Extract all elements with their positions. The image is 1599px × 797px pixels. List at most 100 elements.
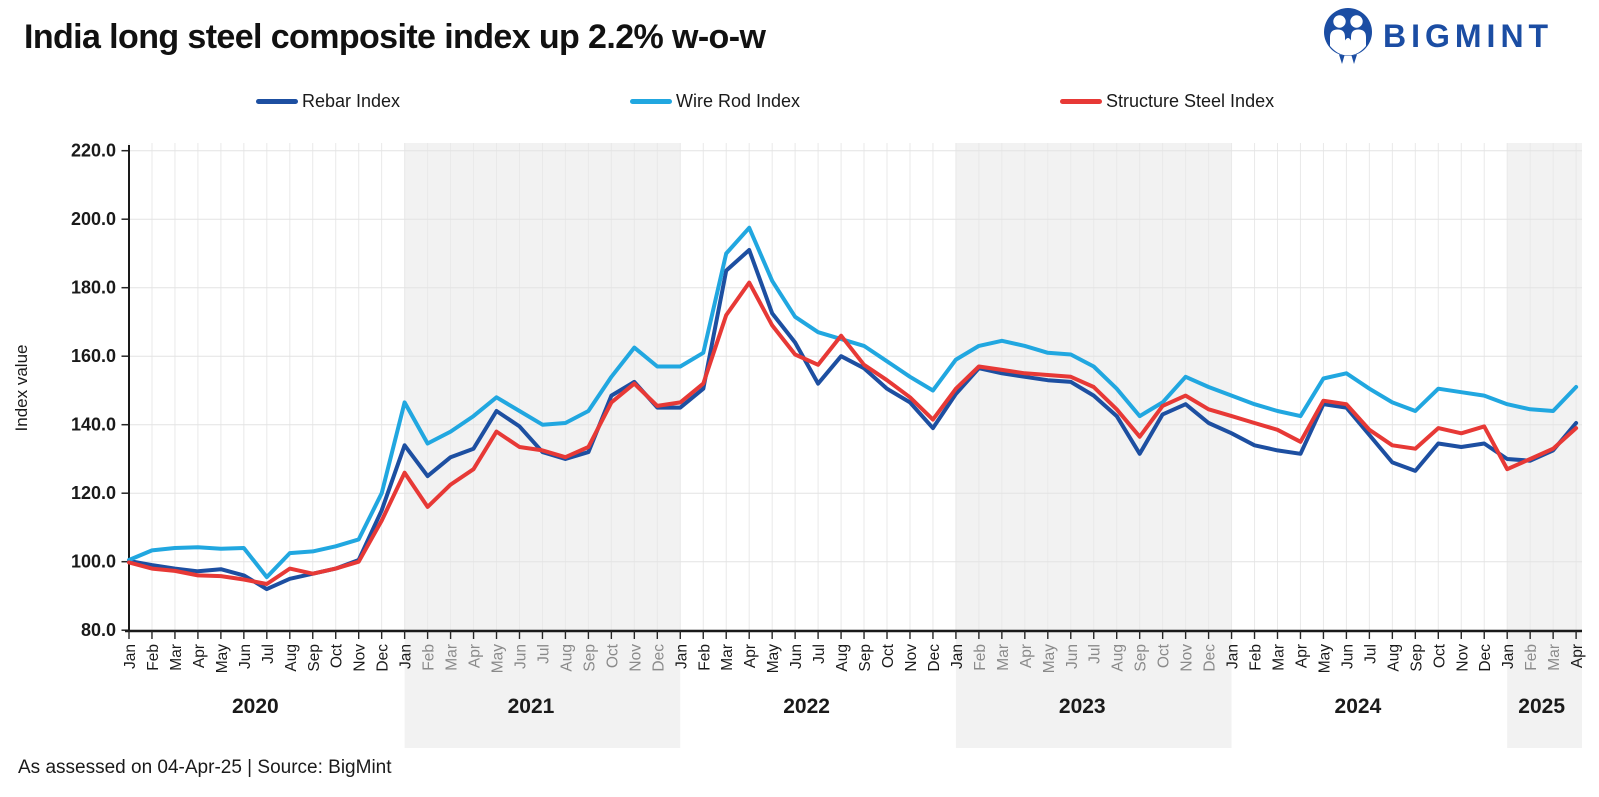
month-tick-label: Aug	[1110, 644, 1127, 672]
month-tick-label: Feb	[145, 644, 162, 671]
month-tick-label: Jun	[512, 644, 529, 669]
month-tick-label: Dec	[926, 644, 943, 672]
month-tick-label: Apr	[1018, 644, 1035, 668]
month-tick-label: Dec	[650, 644, 667, 672]
legend-label: Structure Steel Index	[1106, 91, 1275, 111]
month-tick-label: Dec	[375, 644, 392, 672]
y-tick-label: 200.0	[71, 209, 116, 229]
month-tick-label: Jan	[398, 644, 415, 669]
month-tick-label: Nov	[627, 644, 644, 672]
month-tick-label: Jan	[949, 644, 966, 669]
month-tick-label: Mar	[1271, 644, 1288, 671]
month-tick-label: Jan	[1500, 644, 1517, 669]
y-tick-label: 180.0	[71, 278, 116, 298]
month-tick-label: Sep	[306, 644, 323, 672]
month-tick-label: Oct	[1156, 643, 1173, 668]
month-tick-label: Jan	[122, 644, 139, 669]
month-tick-label: Jan	[1225, 644, 1242, 669]
page-title: India long steel composite index up 2.2%…	[24, 18, 766, 56]
month-tick-label: Mar	[719, 644, 736, 671]
y-axis-title: Index value	[12, 345, 31, 432]
month-tick-label: May	[1041, 644, 1058, 674]
month-tick-label: Feb	[696, 644, 713, 671]
month-tick-label: Oct	[604, 643, 621, 668]
month-tick-label: Feb	[1248, 644, 1265, 671]
bigmint-logo-text: BIGMINT	[1383, 17, 1554, 54]
y-tick-label: 80.0	[81, 620, 116, 640]
month-tick-label: Nov	[903, 644, 920, 672]
series-line-wire-rod-index	[127, 225, 1579, 580]
month-tick-label: Mar	[1546, 644, 1563, 671]
month-tick-label: Oct	[329, 643, 346, 668]
year-band-2025	[1507, 143, 1582, 748]
y-tick-label: 160.0	[71, 346, 116, 366]
source-note: As assessed on 04-Apr-25 | Source: BigMi…	[18, 757, 392, 778]
month-tick-label: Jul	[260, 644, 277, 664]
month-tick-label: Jul	[1087, 644, 1104, 664]
month-tick-label: Jan	[673, 644, 690, 669]
legend-item-structure-steel: Structure Steel Index	[1060, 91, 1274, 112]
month-tick-label: Dec	[1477, 644, 1494, 672]
chart-legend: Rebar Index Wire Rod Index Structure Ste…	[0, 91, 1599, 117]
structure-steel-line-swatch	[1060, 99, 1102, 104]
month-tick-label: Oct	[1431, 643, 1448, 668]
month-tick-label: Jul	[535, 644, 552, 664]
bigmint-logo: BIGMINT	[1322, 6, 1553, 66]
month-tick-label: Jun	[788, 644, 805, 669]
month-tick-label: May	[1316, 644, 1333, 674]
bigmint-logo-icon	[1324, 8, 1372, 64]
month-tick-label: Feb	[1523, 644, 1540, 671]
month-tick-label: Aug	[283, 644, 300, 672]
month-tick-label: Jun	[1339, 644, 1356, 669]
month-tick-label: May	[490, 644, 507, 674]
rebar-line-swatch	[256, 99, 298, 104]
month-tick-label: Apr	[742, 644, 759, 668]
legend-label: Rebar Index	[302, 91, 401, 111]
month-tick-label: Sep	[857, 644, 874, 672]
month-tick-label: Aug	[834, 644, 851, 672]
month-tick-label: Apr	[1293, 644, 1310, 668]
legend-item-rebar: Rebar Index	[256, 91, 400, 112]
month-tick-label: Apr	[1569, 644, 1586, 668]
legend-label: Wire Rod Index	[676, 91, 801, 111]
y-tick-label: 140.0	[71, 415, 116, 435]
year-label: 2021	[508, 695, 555, 718]
month-tick-label: Apr	[467, 644, 484, 668]
legend-item-wire-rod: Wire Rod Index	[630, 91, 800, 112]
month-tick-label: May	[214, 644, 231, 674]
month-tick-label: Feb	[972, 644, 989, 671]
y-tick-label: 220.0	[71, 141, 116, 161]
month-tick-label: Jun	[237, 644, 254, 669]
month-tick-label: Mar	[168, 644, 185, 671]
month-tick-label: Oct	[880, 643, 897, 668]
month-tick-label: Jul	[1362, 644, 1379, 664]
year-label: 2022	[783, 695, 830, 718]
year-label: 2020	[232, 695, 279, 718]
month-tick-label: May	[765, 644, 782, 674]
month-tick-label: Jun	[1064, 644, 1081, 669]
year-label: 2023	[1059, 695, 1106, 718]
month-tick-label: Dec	[1202, 644, 1219, 672]
month-tick-label: Sep	[1408, 644, 1425, 672]
year-label: 2025	[1518, 695, 1565, 718]
month-tick-label: Nov	[352, 644, 369, 672]
month-tick-label: Sep	[1133, 644, 1150, 672]
y-tick-label: 120.0	[71, 483, 116, 503]
y-tick-label: 100.0	[71, 552, 116, 572]
month-tick-label: Nov	[1454, 644, 1471, 672]
month-tick-label: Sep	[581, 644, 598, 672]
month-tick-label: Aug	[558, 644, 575, 672]
series-line-structure-steel-index	[127, 280, 1579, 586]
month-tick-label: Mar	[995, 644, 1012, 671]
month-tick-label: Feb	[421, 644, 438, 671]
month-tick-label: Aug	[1385, 644, 1402, 672]
wire-rod-line-swatch	[630, 99, 672, 104]
series-line-rebar-index	[127, 248, 1579, 592]
month-tick-label: Apr	[191, 644, 208, 668]
month-tick-label: Nov	[1179, 644, 1196, 672]
month-tick-label: Jul	[811, 644, 828, 664]
month-tick-label: Mar	[444, 644, 461, 671]
year-label: 2024	[1335, 695, 1382, 718]
